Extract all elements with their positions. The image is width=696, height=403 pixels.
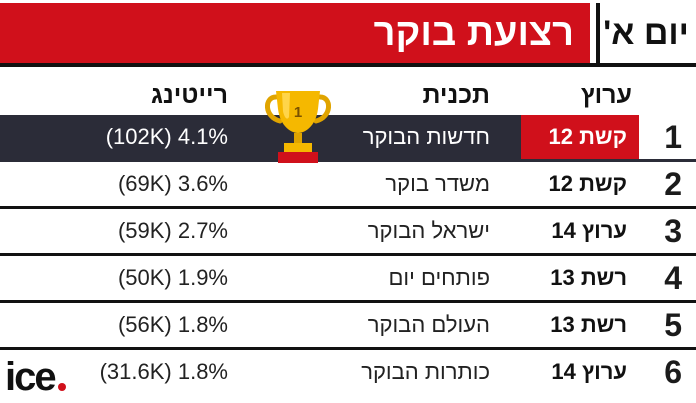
column-header-rating: רייטינג	[151, 81, 228, 109]
table-row: 2 קשת 12 משדר בוקר (69K) 3.6%	[0, 162, 696, 209]
channel-name: קשת 12	[548, 124, 628, 149]
rating-value: (59K) 2.7%	[117, 218, 228, 243]
program-name: ישראל הבוקר	[367, 218, 490, 243]
rank-cell: 4	[639, 256, 696, 300]
channel-name: רשת 13	[550, 312, 627, 337]
rank-cell: 1	[639, 115, 696, 159]
rank-number: 4	[664, 260, 682, 296]
row-divider	[0, 300, 696, 303]
row-divider	[0, 347, 696, 350]
channel-name: רשת 13	[550, 265, 627, 290]
ice-logo: ice	[5, 355, 66, 398]
program-name: העולם הבוקר	[367, 312, 490, 337]
program-name: חדשות הבוקר	[362, 124, 490, 149]
rank-cell: 5	[639, 303, 696, 347]
channel-cell: ערוץ 14	[521, 209, 639, 253]
program-name: משדר בוקר	[385, 171, 490, 196]
rating-value: (69K) 3.6%	[117, 171, 228, 196]
channel-cell: קשת 12	[521, 115, 639, 159]
table-row: 5 רשת 13 העולם הבוקר (56K) 1.8%	[0, 303, 696, 350]
rank-cell: 2	[639, 162, 696, 206]
rating-value: (50K) 1.9%	[117, 265, 228, 290]
page-title: רצועת בוקר	[373, 12, 574, 54]
rating-value: (56K) 1.8%	[117, 312, 228, 337]
rating-value: (31.6K) 1.8%	[99, 359, 228, 384]
table-row: 3 ערוץ 14 ישראל הבוקר (59K) 2.7%	[0, 209, 696, 256]
channel-cell: ערוץ 14	[521, 350, 639, 394]
channel-name: קשת 12	[548, 171, 628, 196]
header: רצועת בוקר יום א'	[0, 0, 696, 67]
table-row: 1 קשת 12 חדשות הבוקר (102K) 4.1%	[0, 115, 696, 162]
table-row: 6 ערוץ 14 כותרות הבוקר (31.6K) 1.8%	[0, 350, 696, 397]
column-header-channel: ערוץ	[580, 81, 632, 109]
row-divider	[0, 159, 696, 162]
row-divider	[0, 253, 696, 256]
channel-name: ערוץ 14	[551, 359, 627, 384]
rank-number: 3	[664, 213, 682, 249]
trophy-number: 1	[294, 104, 302, 121]
program-name: פותחים יום	[388, 265, 490, 290]
header-divider	[0, 63, 696, 67]
rank-cell: 6	[639, 350, 696, 394]
column-header-program: תכנית	[422, 81, 490, 109]
channel-cell: רשת 13	[521, 256, 639, 300]
rank-number: 1	[664, 119, 682, 155]
rank-number: 2	[664, 166, 682, 202]
channel-cell: קשת 12	[521, 162, 639, 206]
rank-number: 5	[664, 307, 682, 343]
channel-cell: רשת 13	[521, 303, 639, 347]
logo-text: ice	[5, 355, 55, 398]
program-name: כותרות הבוקר	[361, 359, 490, 384]
channel-name: ערוץ 14	[551, 218, 627, 243]
row-divider	[0, 206, 696, 209]
rank-cell: 3	[639, 209, 696, 253]
day-label: יום א'	[596, 3, 692, 63]
header-title-bar	[0, 3, 590, 63]
rank-number: 6	[664, 354, 682, 390]
trophy-icon: 1	[265, 91, 331, 163]
table-row: 4 רשת 13 פותחים יום (50K) 1.9%	[0, 256, 696, 303]
rating-value: (102K) 4.1%	[105, 124, 228, 149]
